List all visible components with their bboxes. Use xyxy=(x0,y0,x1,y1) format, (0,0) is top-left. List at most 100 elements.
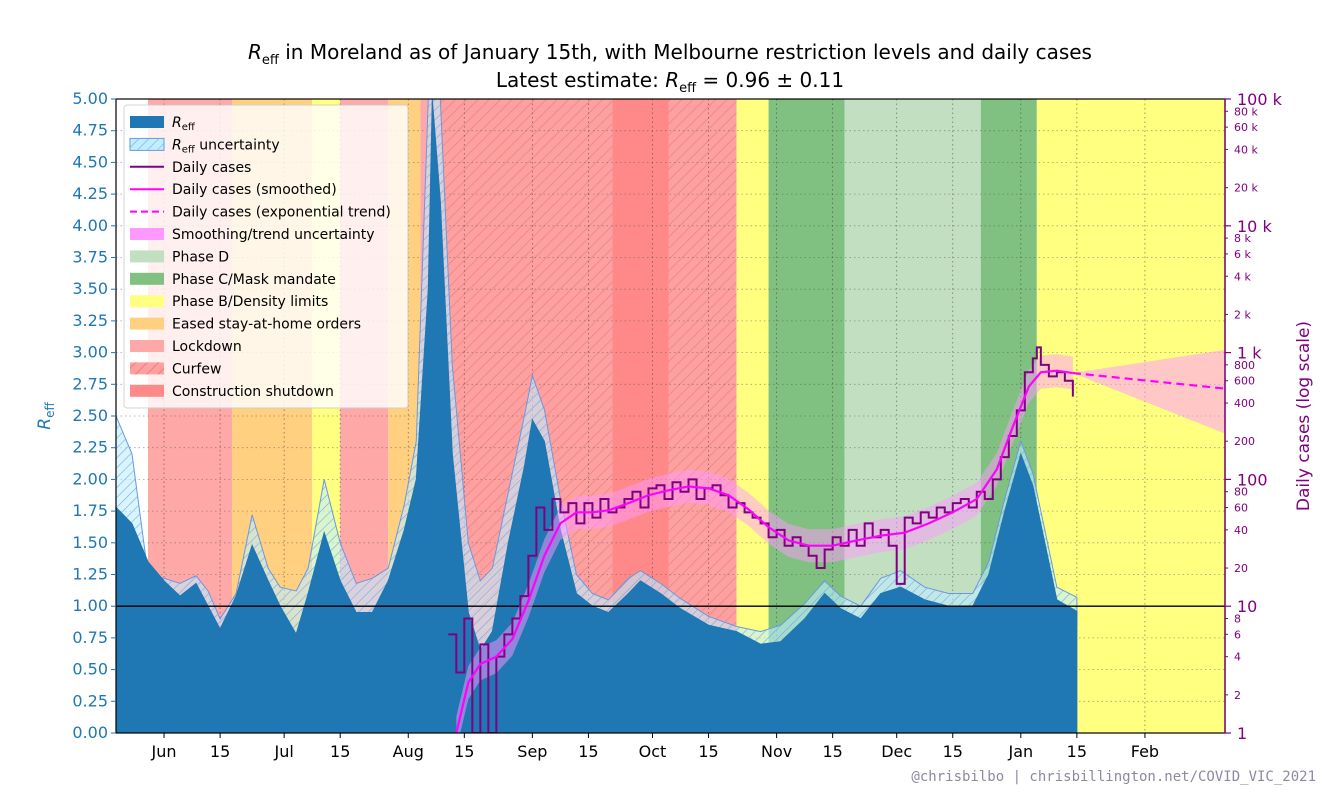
x-tick-label: Dec xyxy=(881,742,912,761)
legend-label-construction: Construction shutdown xyxy=(172,384,334,400)
trend-uncertainty xyxy=(1072,349,1225,434)
left-tick-label: 2.50 xyxy=(72,406,108,425)
title-rest: in Moreland as of January 15th, with Mel… xyxy=(279,40,1092,64)
x-tick-label: 15 xyxy=(1067,742,1087,761)
left-tick-label: 4.25 xyxy=(72,184,108,203)
ylab-left-main: R xyxy=(35,418,55,430)
legend-label-sub: eff xyxy=(182,144,196,155)
right-major-tick-label: 10 k xyxy=(1237,217,1272,236)
credit-text: @chrisbilbo | chrisbillington.net/COVID_… xyxy=(911,769,1316,785)
right-minor-tick-label: 60 xyxy=(1234,502,1248,515)
chart-title: Reff in Moreland as of January 15th, wit… xyxy=(248,40,1092,68)
right-minor-tick-label: 20 k xyxy=(1234,182,1258,195)
right-major-tick-label: 10 xyxy=(1237,597,1257,616)
left-tick-label: 5.00 xyxy=(72,89,108,108)
left-tick-label: 3.00 xyxy=(72,343,108,362)
y-axis-left-label: Reff xyxy=(35,402,57,430)
legend-swatch-phase_d xyxy=(130,250,164,263)
right-minor-tick-label: 40 k xyxy=(1234,143,1258,156)
legend-label-phase_c: Phase C/Mask mandate xyxy=(172,272,336,288)
subtitle-r: R xyxy=(665,68,679,92)
reff-layer xyxy=(116,99,1225,733)
right-major-tick-label: 100 xyxy=(1237,470,1268,489)
right-major-tick-label: 100 k xyxy=(1237,90,1283,109)
x-tick-label: 15 xyxy=(330,742,350,761)
ylab-left-sub: eff xyxy=(43,402,57,418)
right-major-tick-label: 1 xyxy=(1237,724,1247,743)
y-axis-right-label: Daily cases (log scale) xyxy=(1294,321,1314,511)
left-tick-label: 2.00 xyxy=(72,469,108,488)
right-minor-tick-label: 60 k xyxy=(1234,121,1258,134)
x-tick-label: 15 xyxy=(698,742,718,761)
axes: 0.00 0.25 0.50 0.75 1.00 1.25 1.50 1.75 2.00 2.25… xyxy=(72,89,1282,761)
left-tick-label: 1.00 xyxy=(72,596,108,615)
legend-swatch-eased xyxy=(130,317,164,330)
left-tick-label: 1.75 xyxy=(72,501,108,520)
x-tick-label: Jul xyxy=(273,742,293,761)
subtitle-sub: eff xyxy=(679,81,697,96)
legend-swatch-phase_c xyxy=(130,272,164,285)
right-minor-tick-label: 2 xyxy=(1234,689,1241,702)
right-minor-tick-label: 4 k xyxy=(1234,270,1251,283)
right-minor-tick-label: 2 k xyxy=(1234,308,1251,321)
left-tick-label: 0.25 xyxy=(72,691,108,710)
legend-label-cases: Daily cases xyxy=(172,160,251,176)
legend-label-smooth_unc: Smoothing/trend uncertainty xyxy=(172,227,375,243)
x-tick-label: Sep xyxy=(517,742,547,761)
legend-label-phase_d: Phase D xyxy=(172,249,229,265)
right-minor-tick-label: 8 k xyxy=(1234,232,1251,245)
legend-label-curfew: Curfew xyxy=(172,361,221,377)
left-tick-label: 1.50 xyxy=(72,533,108,552)
legend-swatch-reff-unc-hatch xyxy=(130,138,164,151)
legend-label-eased: Eased stay-at-home orders xyxy=(172,317,361,333)
left-tick-label: 0.75 xyxy=(72,628,108,647)
legend-label-main: R xyxy=(172,115,182,131)
right-minor-tick-label: 6 xyxy=(1234,628,1241,641)
chart-subtitle: Latest estimate: Reff = 0.96 ± 0.11 xyxy=(496,68,844,96)
right-minor-tick-label: 8 xyxy=(1234,612,1241,625)
x-tick-label: Oct xyxy=(639,742,667,761)
x-tick-label: Feb xyxy=(1131,742,1159,761)
x-tick-label: 15 xyxy=(454,742,474,761)
legend-swatch-construction xyxy=(130,384,164,397)
legend-box xyxy=(123,104,409,409)
right-minor-tick-label: 400 xyxy=(1234,397,1255,410)
right-minor-tick-label: 600 xyxy=(1234,375,1255,388)
right-minor-tick-label: 4 xyxy=(1234,651,1241,664)
subtitle-value: = 0.96 ± 0.11 xyxy=(696,68,844,92)
left-tick-label: 4.75 xyxy=(72,121,108,140)
legend-label-phase_b: Phase B/Density limits xyxy=(172,294,328,310)
x-tick-label: Jun xyxy=(151,742,177,761)
left-tick-label: 3.50 xyxy=(72,279,108,298)
right-minor-tick-label: 200 xyxy=(1234,435,1255,448)
legend-label-lockdown: Lockdown xyxy=(172,339,242,355)
left-tick-label: 4.00 xyxy=(72,216,108,235)
x-tick-label: 15 xyxy=(210,742,230,761)
x-tick-label: Nov xyxy=(761,742,792,761)
legend-swatch-reff xyxy=(130,116,164,128)
legend-label-trend: Daily cases (exponential trend) xyxy=(172,205,391,221)
left-tick-label: 2.75 xyxy=(72,374,108,393)
title-r: R xyxy=(248,40,262,64)
x-tick-label: Jan xyxy=(1007,742,1033,761)
cases-layer xyxy=(448,346,1225,733)
legend-swatch-smooth_unc xyxy=(130,228,164,240)
legend-label-reff_unc: Reff uncertainty xyxy=(172,137,280,155)
right-major-tick-label: 1 k xyxy=(1237,344,1262,363)
legend-label-main: R xyxy=(172,137,182,153)
legend-label-rest: uncertainty xyxy=(195,137,280,153)
daily-cases-line xyxy=(448,346,1074,733)
reff-area xyxy=(116,99,1078,733)
x-tick-label: 15 xyxy=(822,742,842,761)
left-tick-label: 0.00 xyxy=(72,723,108,742)
legend-label-sub: eff xyxy=(182,122,196,133)
left-tick-label: 0.50 xyxy=(72,660,108,679)
x-tick-label: 15 xyxy=(578,742,598,761)
legend-label-reff: Reff xyxy=(172,115,196,133)
legend-label-smoothed: Daily cases (smoothed) xyxy=(172,182,337,198)
left-tick-label: 3.75 xyxy=(72,248,108,267)
right-minor-tick-label: 80 xyxy=(1234,486,1248,499)
x-tick-label: 15 xyxy=(943,742,963,761)
